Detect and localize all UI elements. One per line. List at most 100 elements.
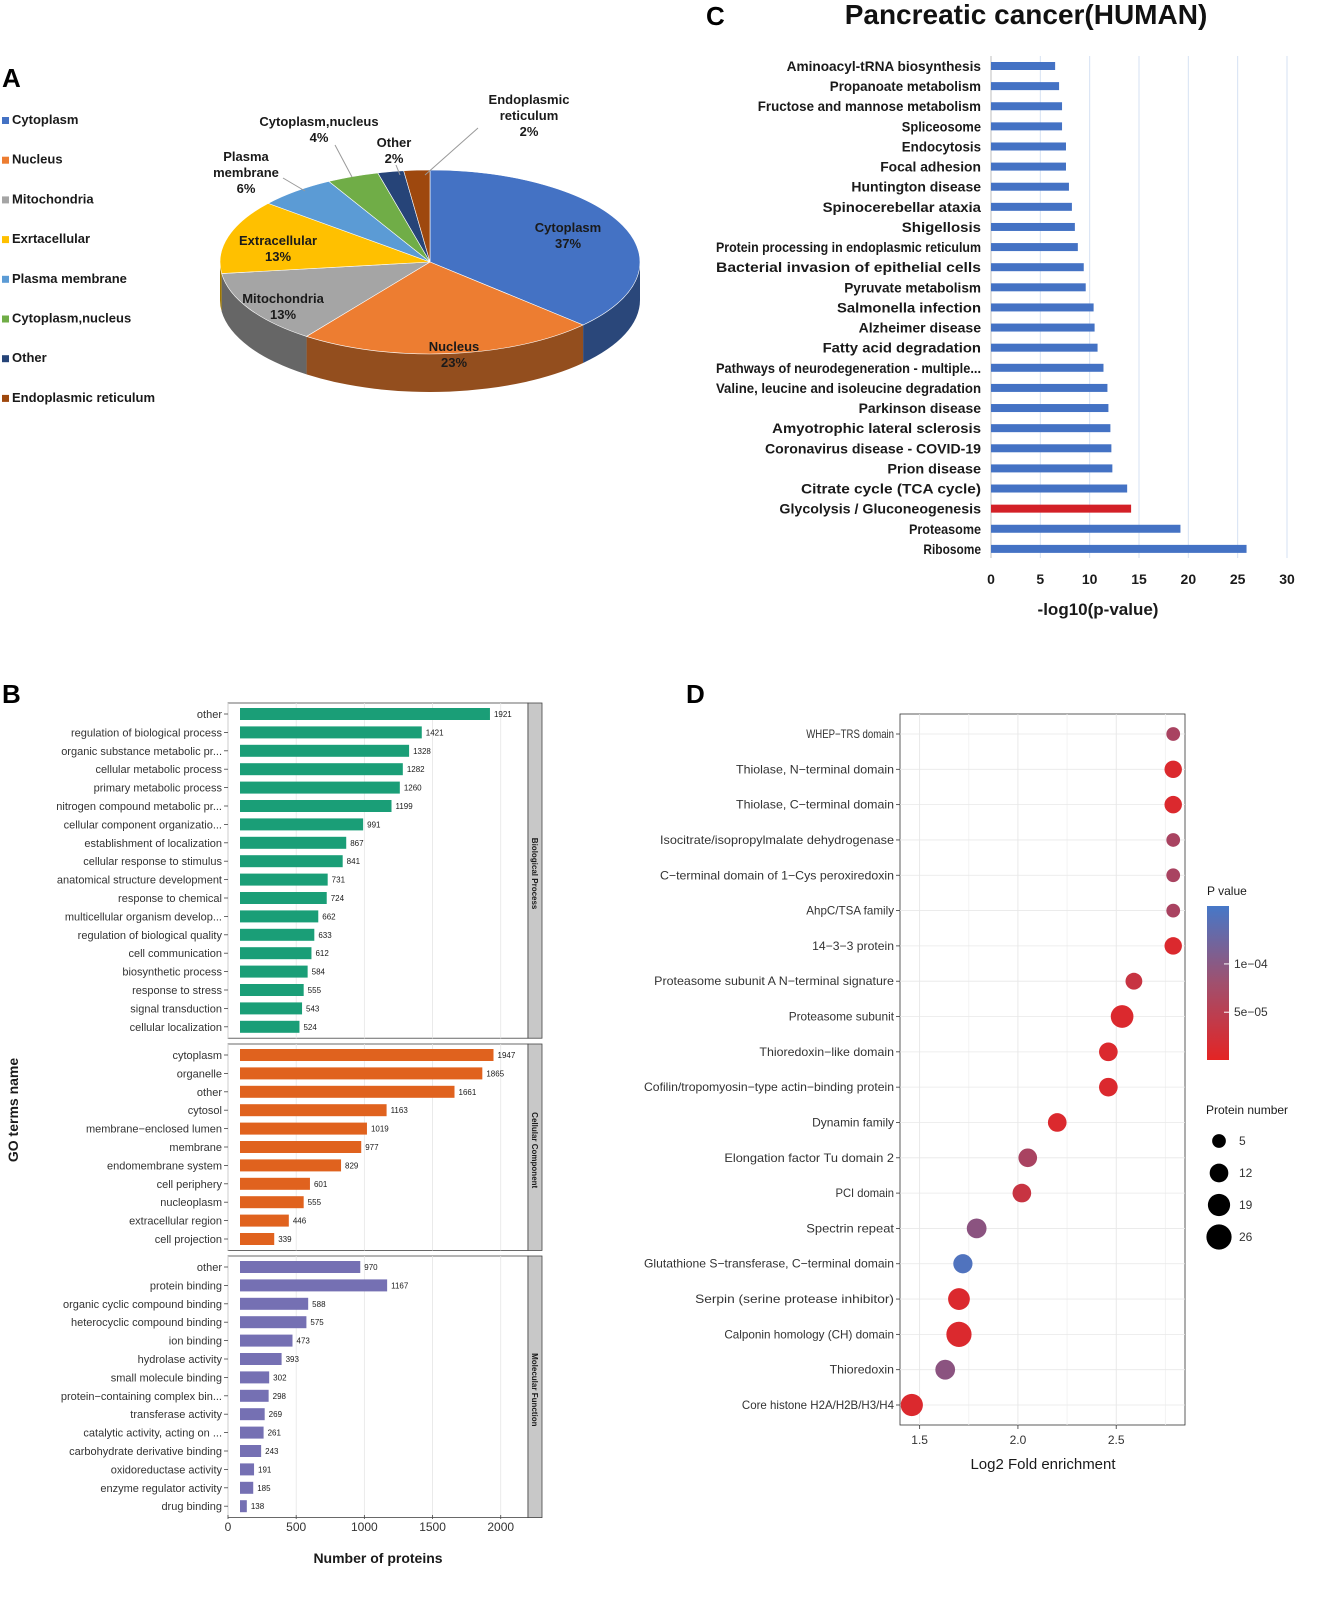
kegg-label-coronavirus-disease-covid-19: Coronavirus disease - COVID-19: [765, 440, 981, 456]
kegg-label-protein-processing-in-endoplasmic-reticulum: Protein processing in endoplasmic reticu…: [716, 239, 981, 255]
go-bar-biological-process-cellular-metabolic-process: [240, 763, 403, 776]
panel-letter-b: B: [2, 679, 21, 709]
bubble-label-pci-domain: PCI domain: [836, 1186, 895, 1200]
go-value-cellular-component-membrane: 977: [365, 1143, 379, 1152]
pie-leader-cytoplasm-nucleus: [334, 144, 353, 178]
kegg-bar-prion-disease: [991, 464, 1113, 473]
size-legend-dot-12: [1209, 1163, 1229, 1183]
kegg-label-bacterial-invasion-of-epithelial-cells: Bacterial invasion of epithelial cells: [716, 259, 981, 275]
kegg-bar-fructose-and-mannose-metabolism: [991, 102, 1063, 111]
pie-leader-other: [395, 164, 401, 176]
go-label-biological-process-cellular-response-to-stimulus: cellular response to stimulus: [83, 856, 222, 868]
go-bar-cellular-component-cytoplasm: [240, 1049, 494, 1061]
go-facet-strip-biological-process: [527, 702, 543, 1039]
go-label-cellular-component-cell-periphery: cell periphery: [157, 1179, 223, 1191]
go-bar-cellular-component-cell-projection: [240, 1233, 275, 1245]
legend-swatch-exrtacellular: [2, 236, 9, 244]
go-bar-biological-process-anatomical-structure-development: [240, 873, 328, 886]
go-label-biological-process-biosynthetic-process: biosynthetic process: [122, 967, 222, 979]
kegg-xtick-10: 10: [1082, 571, 1098, 587]
go-bar-molecular-function-carbohydrate-derivative-binding: [240, 1445, 262, 1457]
go-label-biological-process-response-to-stress: response to stress: [132, 985, 222, 997]
go-bar-molecular-function-enzyme-regulator-activity: [240, 1481, 254, 1494]
kegg-xtick-0: 0: [987, 571, 995, 587]
kegg-bar-proteasome: [991, 524, 1181, 533]
go-label-biological-process-other: other: [197, 709, 222, 721]
kegg-label-spliceosome: Spliceosome: [902, 118, 981, 134]
kegg-label-valine-leucine-and-isoleucine-degradation: Valine, leucine and isoleucine degradati…: [716, 380, 981, 396]
go-xtick-1000: 1000: [351, 1520, 378, 1534]
kegg-label-focal-adhesion: Focal adhesion: [880, 159, 981, 175]
go-xtick-2000: 2000: [487, 1520, 514, 1534]
go-value-biological-process-other: 1921: [494, 710, 512, 719]
kegg-bar-spliceosome: [991, 122, 1063, 131]
go-bar-biological-process-other: [240, 708, 490, 720]
bubble-label-proteasome-subunit: Proteasome subunit: [789, 1010, 895, 1024]
go-value-molecular-function-ion-binding: 473: [297, 1337, 311, 1346]
kegg-bar-amyotrophic-lateral-sclerosis: [991, 424, 1111, 433]
bubble-xtick-1: 2.0: [1010, 1433, 1027, 1447]
pie-slice-exrtacellular: [219, 203, 431, 274]
kegg-title: Pancreatic cancer(HUMAN): [845, 0, 1208, 30]
bubble-point-whep-trs-domain: [1166, 727, 1181, 741]
go-xtick-500: 500: [286, 1520, 306, 1534]
pie-label-other-line0: Other: [377, 135, 412, 150]
pie-pct-cytoplasm: 37%: [555, 236, 581, 251]
bubble-label-calponin-homology-ch-domain: Calponin homology (CH) domain: [724, 1327, 894, 1341]
go-facet-strip-cellular-component: [527, 1043, 543, 1251]
legend-label-cytoplasm-nucleus: Cytoplasm,nucleus: [12, 311, 131, 326]
go-bar-biological-process-response-to-stress: [240, 984, 304, 996]
bubble-xtick-0: 1.5: [911, 1433, 928, 1447]
kegg-bar-coronavirus-disease-covid-19: [991, 444, 1112, 453]
go-bar-molecular-function-organic-cyclic-compound-binding: [240, 1297, 309, 1310]
go-bar-biological-process-multicellular-organism-develop: [240, 910, 319, 923]
go-bar-biological-process-regulation-of-biological-quality: [240, 928, 315, 941]
go-label-molecular-function-enzyme-regulator-activity: enzyme regulator activity: [100, 1483, 222, 1495]
pie-label-exrtacellular: Extracellular: [239, 233, 317, 248]
go-bar-biological-process-regulation-of-biological-process: [240, 726, 422, 739]
go-label-biological-process-signal-transduction: signal transduction: [130, 1003, 222, 1015]
go-label-molecular-function-ion-binding: ion binding: [169, 1336, 222, 1348]
bubble-label-ahpc-tsa-family: AhpC/TSA family: [806, 904, 894, 918]
bubble-point-pci-domain: [1012, 1183, 1032, 1203]
pvalue-tick-0: 1e−04: [1234, 957, 1268, 971]
size-legend-label-19: 19: [1239, 1198, 1253, 1212]
go-label-molecular-function-protein-binding: protein binding: [150, 1280, 222, 1292]
go-value-cellular-component-other: 1661: [459, 1088, 477, 1097]
bubble-label-cofilin-tropomyosin-type-actin-binding-protein: Cofilin/tropomyosin−type actin−binding p…: [644, 1080, 894, 1094]
legend-swatch-mitochondria: [2, 196, 9, 204]
kegg-xtick-20: 20: [1181, 571, 1197, 587]
kegg-xtick-15: 15: [1131, 571, 1147, 587]
go-bar-biological-process-cellular-response-to-stimulus: [240, 855, 343, 868]
kegg-label-pyruvate-metabolism: Pyruvate metabolism: [844, 279, 981, 295]
bubble-label-thioredoxin-like-domain: Thioredoxin−like domain: [759, 1045, 894, 1059]
pie-pct-endoplasmic-reticulum: 2%: [520, 124, 539, 139]
go-label-biological-process-establishment-of-localization: establishment of localization: [84, 838, 222, 850]
legend-swatch-endoplasmic-reticulum: [2, 394, 9, 402]
go-bar-cellular-component-extracellular-region: [240, 1214, 289, 1227]
go-bar-biological-process-establishment-of-localization: [240, 836, 347, 849]
go-label-cellular-component-nucleoplasm: nucleoplasm: [160, 1197, 222, 1209]
bubble-point-cofilin-tropomyosin-type-actin-binding-protein: [1099, 1077, 1118, 1097]
go-label-cellular-component-endomembrane-system: endomembrane system: [107, 1160, 222, 1172]
kegg-label-huntington-disease: Huntington disease: [851, 179, 981, 195]
go-label-biological-process-multicellular-organism-develop: multicellular organism develop...: [65, 911, 222, 923]
go-value-molecular-function-drug-binding: 138: [251, 1502, 265, 1511]
pie-leader-endoplasmic-reticulum: [424, 127, 479, 176]
bubble-xlabel: Log2 Fold enrichment: [970, 1456, 1116, 1473]
go-label-cellular-component-membrane-enclosed-lumen: membrane−enclosed lumen: [86, 1124, 222, 1136]
go-value-biological-process-cell-communication: 612: [315, 949, 329, 958]
go-value-biological-process-regulation-of-biological-quality: 633: [318, 931, 332, 940]
go-bar-biological-process-biosynthetic-process: [240, 965, 308, 978]
kegg-xlabel: -log10(p-value): [1038, 600, 1159, 619]
go-facet-label-biological-process: Biological Process: [530, 838, 539, 910]
go-ylabel: GO terms name: [5, 1058, 21, 1162]
go-label-cellular-component-membrane: membrane: [169, 1142, 222, 1154]
size-legend-label-12: 12: [1239, 1166, 1253, 1180]
go-label-biological-process-organic-substance-metabolic-pr: organic substance metabolic pr...: [61, 746, 222, 758]
go-label-molecular-function-catalytic-activity-acting-on: catalytic activity, acting on ...: [83, 1428, 222, 1440]
kegg-label-citrate-cycle-tca-cycle: Citrate cycle (TCA cycle): [801, 481, 981, 497]
go-bar-molecular-function-catalytic-activity-acting-on: [240, 1426, 264, 1439]
pie-label-cytoplasm-nucleus-line0: Cytoplasm,nucleus: [259, 114, 378, 129]
go-bar-molecular-function-protein-containing-complex-bin: [240, 1389, 269, 1402]
